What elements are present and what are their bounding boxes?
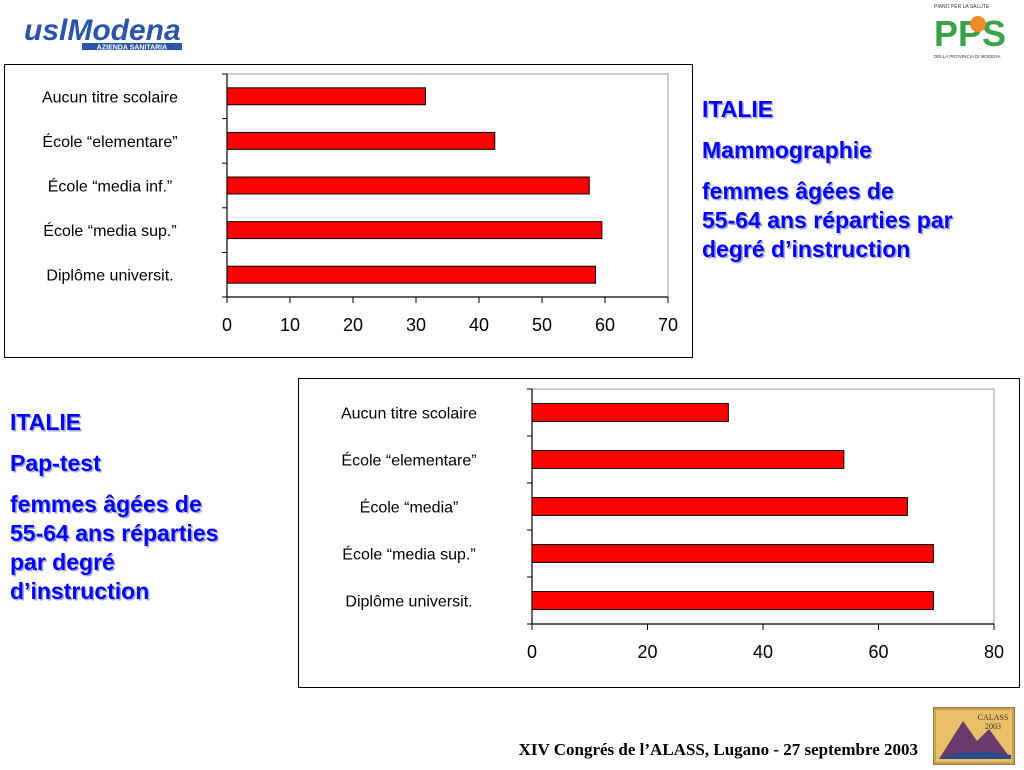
category-label: Aucun titre scolaire xyxy=(42,89,178,106)
calass-year: 2003 xyxy=(985,722,1001,731)
category-label: École “elementare” xyxy=(42,132,177,151)
pps-logo: PIANO PER LA SALUTE PPS DELLA PROVINCIA … xyxy=(926,2,1012,62)
logo-right-text: PPS xyxy=(934,13,1006,54)
caption2-line6: d’instruction xyxy=(10,578,150,604)
category-label: École “media sup.” xyxy=(43,221,176,240)
calass-logo: CALASS 2003 xyxy=(932,706,1016,766)
usl-modena-logo: uslModena AZIENDA SANITARIA xyxy=(22,6,187,52)
x-tick-label: 0 xyxy=(527,642,537,662)
category-label: Diplôme universit. xyxy=(345,594,472,611)
mammography-chart: 0 10 20 30 40 50 60 70 Aucun titre scolaire École… xyxy=(4,64,693,358)
caption1-line1: ITALIE xyxy=(702,96,774,122)
bar-4 xyxy=(531,544,934,563)
x-tick-label: 30 xyxy=(406,315,426,335)
pap-test-caption: ITALIE Pap-test femmes âgées de 55-64 an… xyxy=(10,408,290,606)
x-tick-label: 40 xyxy=(753,642,773,662)
pap-test-chart: 0 20 40 60 80 Aucun titre scolaire École “elem… xyxy=(298,378,1020,688)
x-tick-label: 10 xyxy=(280,315,300,335)
bar-5 xyxy=(226,265,597,284)
category-label: Aucun titre scolaire xyxy=(341,406,477,423)
category-label: École “media inf.” xyxy=(48,177,173,196)
caption1-line4: 55-64 ans réparties par xyxy=(702,207,953,233)
bar-2 xyxy=(531,450,845,469)
caption2-line1: ITALIE xyxy=(10,409,82,435)
mammography-caption: ITALIE Mammographie femmes âgées de 55-6… xyxy=(702,95,1022,264)
x-tick-label: 80 xyxy=(984,642,1004,662)
caption2-line5: par degré xyxy=(10,549,115,575)
x-tick-label: 0 xyxy=(222,315,232,335)
logo-right-top: PIANO PER LA SALUTE xyxy=(934,4,990,10)
caption2-line2: Pap-test xyxy=(10,450,101,476)
caption2-line4: 55-64 ans réparties xyxy=(10,520,219,546)
bar-3 xyxy=(531,497,908,516)
category-label: Diplôme universit. xyxy=(46,268,173,285)
category-label: École “media” xyxy=(360,498,459,517)
category-label: École “elementare” xyxy=(341,451,476,470)
mammography-chart-svg: 0 10 20 30 40 50 60 70 Aucun titre scolaire École… xyxy=(42,73,678,335)
x-tick-label: 20 xyxy=(343,315,363,335)
bar-2 xyxy=(226,131,496,150)
pap-test-chart-svg: 0 20 40 60 80 Aucun titre scolaire École “elem… xyxy=(341,388,1004,662)
logo-left-subtext: AZIENDA SANITARIA xyxy=(97,45,167,52)
x-tick-label: 50 xyxy=(532,315,552,335)
x-tick-label: 20 xyxy=(637,642,657,662)
calass-title: CALASS xyxy=(978,713,1009,722)
caption1-line5: degré d’instruction xyxy=(702,236,911,262)
bar-5 xyxy=(531,591,934,610)
x-tick-label: 60 xyxy=(868,642,888,662)
x-tick-label: 70 xyxy=(658,315,678,335)
bar-1 xyxy=(226,87,426,106)
caption2-line3: femmes âgées de xyxy=(10,491,202,517)
logo-left-text: uslModena xyxy=(24,14,181,47)
bar-1 xyxy=(531,403,729,422)
caption1-line3: femmes âgées de xyxy=(702,178,894,204)
x-tick-label: 40 xyxy=(469,315,489,335)
footer-text: XIV Congrés de l’ALASS, Lugano - 27 sept… xyxy=(518,740,918,759)
x-tick-label: 60 xyxy=(595,315,615,335)
category-label: École “media sup.” xyxy=(342,545,475,564)
caption1-line2: Mammographie xyxy=(702,137,872,163)
bar-4 xyxy=(226,221,603,240)
logo-right-side: DELLA PROVINCIA DI MODENA xyxy=(934,54,1001,59)
bar-3 xyxy=(226,176,590,195)
